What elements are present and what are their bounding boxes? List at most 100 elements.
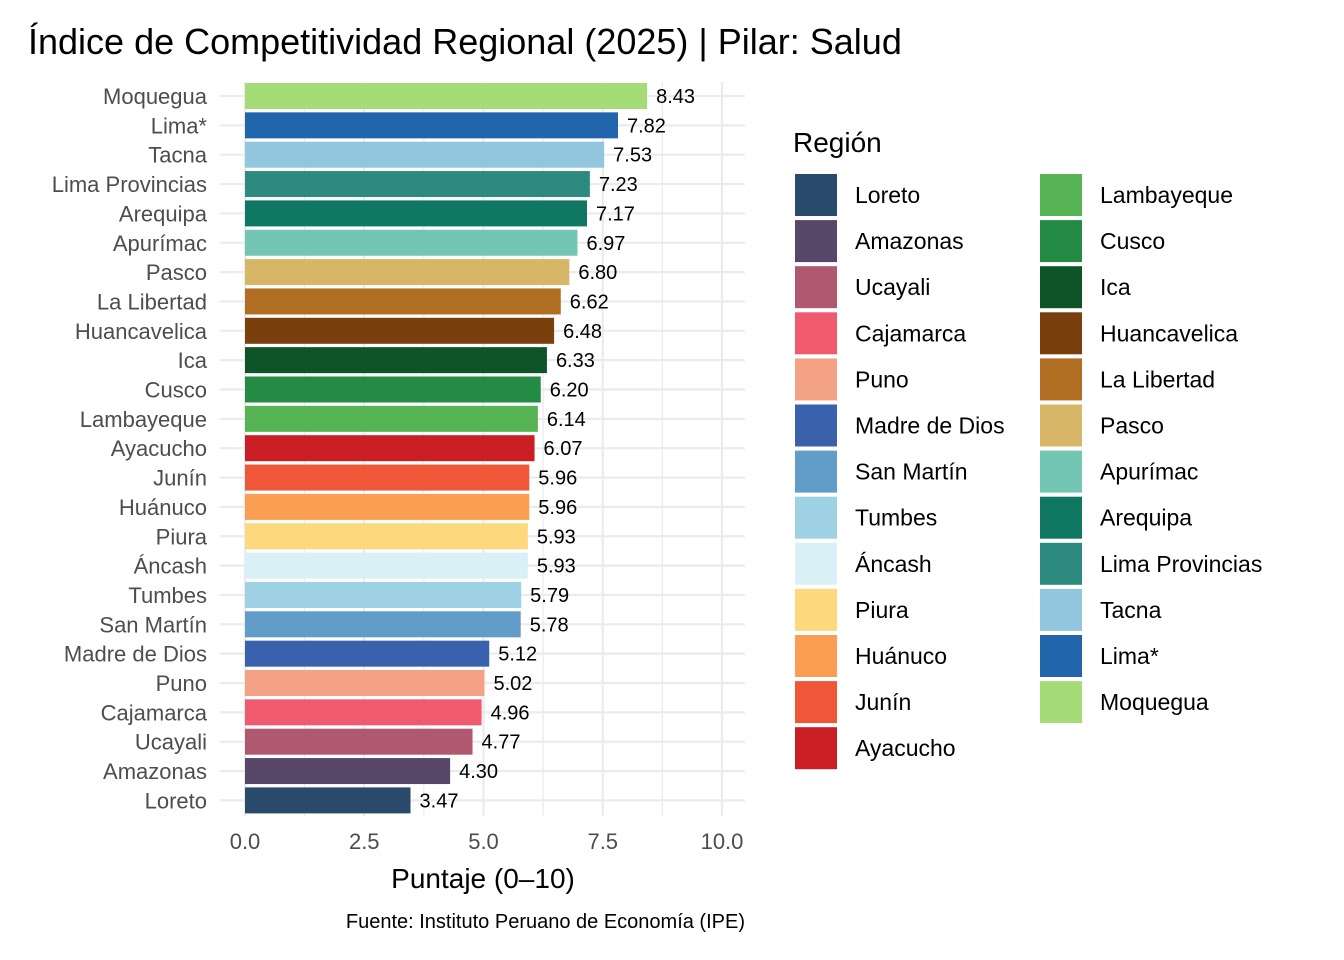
bar-lambayeque	[245, 405, 538, 432]
bar-la-libertad	[245, 288, 561, 315]
bar-ica	[245, 347, 547, 374]
data-label-lima: 7.82	[627, 115, 666, 137]
legend-key-san-martin	[795, 450, 837, 493]
data-label-ayacucho: 6.07	[544, 438, 583, 460]
y-tick-label-ancash: Áncash	[134, 554, 207, 579]
legend-label-arequipa: Arequipa	[1100, 505, 1192, 531]
bar-madre-de-dios	[245, 640, 490, 667]
legend-label-ancash: Áncash	[855, 551, 932, 577]
legend-key-la-libertad	[1040, 358, 1082, 401]
bar-puno	[245, 670, 485, 696]
legend-label-piura: Piura	[855, 597, 909, 623]
y-tick-label-san-martin: San Martín	[99, 612, 207, 637]
legend-title: Región	[793, 127, 882, 158]
legend-label-madre-de-dios: Madre de Dios	[855, 413, 1005, 439]
legend-key-amazonas	[795, 220, 837, 263]
chart-title: Índice de Competitividad Regional (2025)…	[28, 21, 902, 62]
data-label-loreto: 3.47	[420, 790, 459, 812]
y-tick-label-arequipa: Arequipa	[119, 201, 208, 226]
legend-label-moquegua: Moquegua	[1100, 689, 1209, 715]
y-tick-label-piura: Piura	[156, 524, 208, 549]
legend-label-huancavelica: Huancavelica	[1100, 320, 1238, 346]
y-tick-label-ucayali: Ucayali	[135, 730, 207, 755]
y-axis: Moquegua Lima* Tacna Lima Provincias Arequip…	[52, 84, 208, 813]
bar-san-martin	[245, 611, 521, 638]
legend-key-lambayeque	[1040, 174, 1082, 216]
y-tick-label-huancavelica: Huancavelica	[75, 319, 208, 344]
data-label-tacna: 7.53	[613, 145, 652, 167]
data-label-cajamarca: 4.96	[491, 702, 530, 724]
data-label-huanuco: 5.96	[538, 497, 577, 519]
bar-cusco	[245, 376, 541, 403]
legend-label-cusco: Cusco	[1100, 228, 1165, 254]
x-tick-label: 0.0	[230, 829, 261, 854]
data-label-moquegua: 8.43	[656, 86, 695, 108]
y-tick-label-lima-provincias: Lima Provincias	[52, 172, 207, 197]
data-label-huancavelica: 6.48	[563, 321, 602, 343]
legend-label-san-martin: San Martín	[855, 459, 968, 485]
x-axis-label: Puntaje (0–10)	[391, 863, 575, 894]
data-label-apurimac: 6.97	[586, 233, 625, 255]
data-label-san-martin: 5.78	[530, 614, 569, 636]
legend-key-tumbes	[795, 496, 837, 539]
data-label-lima-provincias: 7.23	[599, 174, 638, 196]
legend-key-apurimac	[1040, 450, 1082, 493]
y-tick-label-apurimac: Apurímac	[113, 231, 207, 256]
data-label-cusco: 6.20	[550, 380, 589, 402]
legend-key-ica	[1040, 266, 1082, 309]
legend-key-moquegua	[1040, 681, 1082, 724]
y-tick-label-pasco: Pasco	[146, 260, 207, 285]
x-tick-label: 10.0	[701, 829, 744, 854]
legend-label-lima-provincias: Lima Provincias	[1100, 551, 1262, 577]
chart-caption: Fuente: Instituto Peruano de Economía (I…	[346, 911, 745, 933]
legend-label-cajamarca: Cajamarca	[855, 320, 966, 346]
data-label-ucayali: 4.77	[482, 732, 521, 754]
x-tick-label: 7.5	[587, 829, 618, 854]
data-label-puno: 5.02	[493, 673, 532, 695]
legend-key-lima-provincias	[1040, 542, 1082, 585]
y-tick-label-puno: Puno	[156, 671, 207, 696]
legend-label-ica: Ica	[1100, 274, 1131, 300]
data-label-pasco: 6.80	[578, 262, 617, 284]
y-tick-label-cajamarca: Cajamarca	[101, 700, 208, 725]
data-label-piura: 5.93	[537, 526, 576, 548]
legend-label-apurimac: Apurímac	[1100, 459, 1198, 485]
legend-label-huanuco: Huánuco	[855, 643, 947, 669]
bar-piura	[245, 523, 528, 550]
y-tick-label-lambayeque: Lambayeque	[80, 407, 207, 432]
legend-label-lambayeque: Lambayeque	[1100, 182, 1233, 208]
bars-layer	[245, 83, 648, 814]
y-tick-label-madre-de-dios: Madre de Dios	[64, 642, 207, 667]
legend-key-lima	[1040, 635, 1082, 677]
legend-key-huanuco	[795, 635, 837, 677]
legend-label-ucayali: Ucayali	[855, 274, 930, 300]
legend-key-junin	[795, 681, 837, 724]
legend-key-huancavelica	[1040, 312, 1082, 355]
x-tick-label: 5.0	[468, 829, 499, 854]
bar-pasco	[245, 259, 570, 286]
bar-lima-provincias	[245, 171, 590, 198]
data-label-madre-de-dios: 5.12	[498, 644, 537, 666]
y-tick-label-cusco: Cusco	[145, 378, 207, 403]
y-tick-label-tacna: Tacna	[148, 143, 207, 168]
bar-tumbes	[245, 581, 522, 608]
data-label-ica: 6.33	[556, 350, 595, 372]
data-label-arequipa: 7.17	[596, 203, 635, 225]
legend-key-piura	[795, 588, 837, 631]
y-tick-label-junin: Junín	[153, 466, 207, 491]
bar-apurimac	[245, 229, 578, 256]
y-tick-label-ayacucho: Ayacucho	[111, 436, 207, 461]
data-label-lambayeque: 6.14	[547, 409, 586, 431]
data-label-tumbes: 5.79	[530, 585, 569, 607]
legend-label-junin: Junín	[855, 689, 911, 715]
legend-key-ucayali	[795, 266, 837, 309]
y-tick-label-moquegua: Moquegua	[103, 84, 208, 109]
legend-key-puno	[795, 358, 837, 401]
legend-label-la-libertad: La Libertad	[1100, 366, 1215, 392]
bar-lima	[245, 112, 619, 139]
y-tick-label-ica: Ica	[178, 348, 208, 373]
bar-junin	[245, 464, 530, 491]
legend-key-loreto	[795, 174, 837, 216]
